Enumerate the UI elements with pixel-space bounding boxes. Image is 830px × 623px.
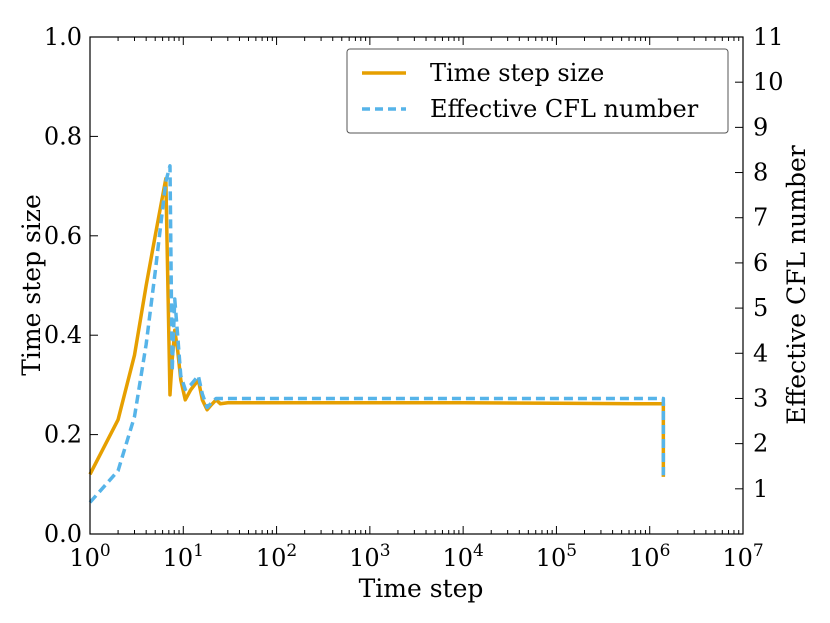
y-right-tick-label: 5 [753,294,768,322]
plot-frame [89,36,744,535]
x-tick-label: 106 [629,541,670,572]
x-tick-label: 105 [536,541,577,572]
y-right-axis-ticks: 1 2 3 4 5 6 7 8 9 10 11 [735,23,784,503]
y-left-tick-label: 0.4 [44,321,82,349]
x-tick-label: 104 [442,541,483,572]
y-right-tick-label: 8 [753,159,768,187]
y-right-tick-label: 7 [753,204,768,232]
y-left-tick-label: 1.0 [44,23,82,51]
series-layer [88,164,666,504]
y-left-axis-ticks: 0.0 0.2 0.4 0.6 0.8 1.0 [44,23,98,548]
x-axis-ticks: 100 101 102 103 104 105 106 107 [69,37,764,572]
legend-box [346,48,729,134]
y-right-tick-label: 1 [753,475,768,503]
x-tick-label: 107 [722,541,763,572]
y-right-tick-label: 11 [753,23,784,51]
x-tick-label: 103 [349,541,390,572]
y-left-tick-label: 0.6 [44,222,82,250]
legend-label-effective-cfl-number: Effective CFL number [430,95,699,123]
y-right-tick-label: 9 [753,113,768,141]
y-right-tick-label: 4 [753,339,768,367]
y-left-axis-title: Time step size [17,194,46,376]
y-left-tick-label: 0.8 [44,122,82,150]
series-line-effective-cfl-number [88,164,666,504]
x-tick-label: 100 [69,541,110,572]
x-tick-label: 101 [163,541,204,572]
y-left-tick-label: 0.2 [44,421,82,449]
y-right-tick-label: 3 [753,384,768,412]
y-right-tick-label: 6 [753,249,768,277]
y-left-tick-label: 0.0 [44,520,82,548]
x-tick-label: 102 [256,541,297,572]
y-right-axis-title: Effective CFL number [782,145,811,424]
legend: Time step size Effective CFL number [346,48,729,134]
y-right-tick-label: 2 [753,430,768,458]
y-right-tick-label: 10 [753,68,784,96]
x-axis-title: Time step [359,574,484,603]
legend-label-time-step-size: Time step size [430,59,604,87]
